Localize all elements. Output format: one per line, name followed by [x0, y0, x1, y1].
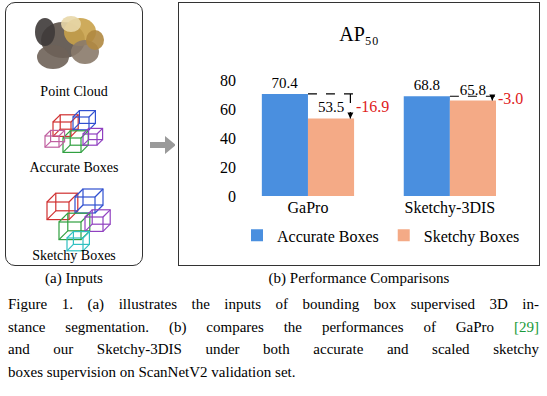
svg-text:Point Cloud: Point Cloud	[40, 84, 107, 99]
svg-text:-16.9: -16.9	[356, 98, 389, 115]
svg-text:Accurate Boxes: Accurate Boxes	[277, 228, 379, 245]
html-text:(a) Inputs: (a) Inputs	[45, 270, 103, 286]
svg-text:AP₅₀: AP₅₀	[339, 23, 379, 45]
html-text:boxes supervision on ScanNetV2: boxes supervision on ScanNetV2 validatio…	[8, 363, 296, 380]
svg-text:Sketchy-3DIS: Sketchy-3DIS	[405, 199, 496, 217]
svg-text:-3.0: -3.0	[498, 90, 523, 107]
svg-text:53.5: 53.5	[318, 99, 344, 115]
svg-text:40: 40	[220, 130, 236, 147]
svg-text:80: 80	[220, 72, 236, 89]
svg-text:20: 20	[220, 159, 236, 176]
svg-text:60: 60	[220, 101, 236, 118]
html-text:stance segmentation. (b) compa: stance segmentation. (b) compares the pe…	[8, 318, 539, 335]
svg-text:68.8: 68.8	[414, 77, 440, 93]
html-text:Figure 1. (a) illustrates the: Figure 1. (a) illustrates the inputs of …	[8, 296, 539, 312]
svg-text:0: 0	[228, 188, 236, 205]
svg-text:70.4: 70.4	[272, 75, 299, 91]
svg-text:Accurate Boxes: Accurate Boxes	[29, 160, 118, 175]
svg-text:65.8: 65.8	[460, 82, 486, 98]
svg-text:Sketchy Boxes: Sketchy Boxes	[32, 248, 116, 263]
svg-text:Sketchy Boxes: Sketchy Boxes	[424, 228, 520, 246]
html-text:(b) Performance Comparisons: (b) Performance Comparisons	[268, 270, 450, 286]
html-text:and our Sketchy-3DIS under bot: and our Sketchy-3DIS under both accurate…	[8, 341, 539, 357]
svg-text:GaPro: GaPro	[288, 199, 329, 216]
